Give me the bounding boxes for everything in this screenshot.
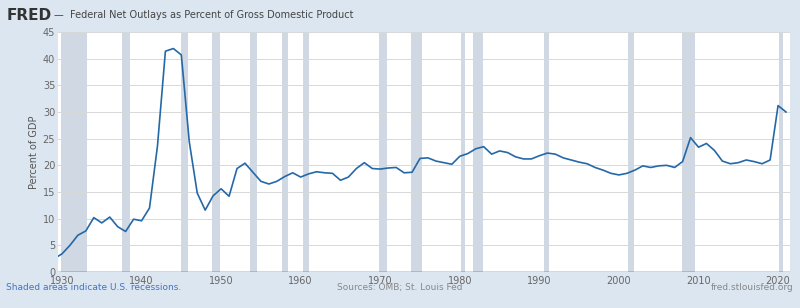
Bar — [411, 32, 422, 272]
Bar — [282, 32, 288, 272]
Text: Sources: OMB; St. Louis Fed: Sources: OMB; St. Louis Fed — [338, 283, 462, 292]
Bar — [122, 32, 130, 272]
Text: —  Federal Net Outlays as Percent of Gross Domestic Product: — Federal Net Outlays as Percent of Gros… — [54, 10, 354, 20]
Bar — [250, 32, 257, 272]
Bar — [303, 32, 310, 272]
Y-axis label: Percent of GDP: Percent of GDP — [29, 115, 38, 189]
Bar — [682, 32, 694, 272]
Bar — [182, 32, 188, 272]
Bar — [61, 32, 87, 272]
Bar — [379, 32, 387, 272]
Bar — [212, 32, 220, 272]
Bar — [629, 32, 634, 272]
Bar — [461, 32, 466, 272]
Bar — [544, 32, 549, 272]
Bar — [779, 32, 783, 272]
Bar — [473, 32, 483, 272]
Text: fred.stlouisfed.org: fred.stlouisfed.org — [711, 283, 794, 292]
Text: Shaded areas indicate U.S. recessions.: Shaded areas indicate U.S. recessions. — [6, 283, 182, 292]
Text: FRED: FRED — [6, 8, 51, 23]
